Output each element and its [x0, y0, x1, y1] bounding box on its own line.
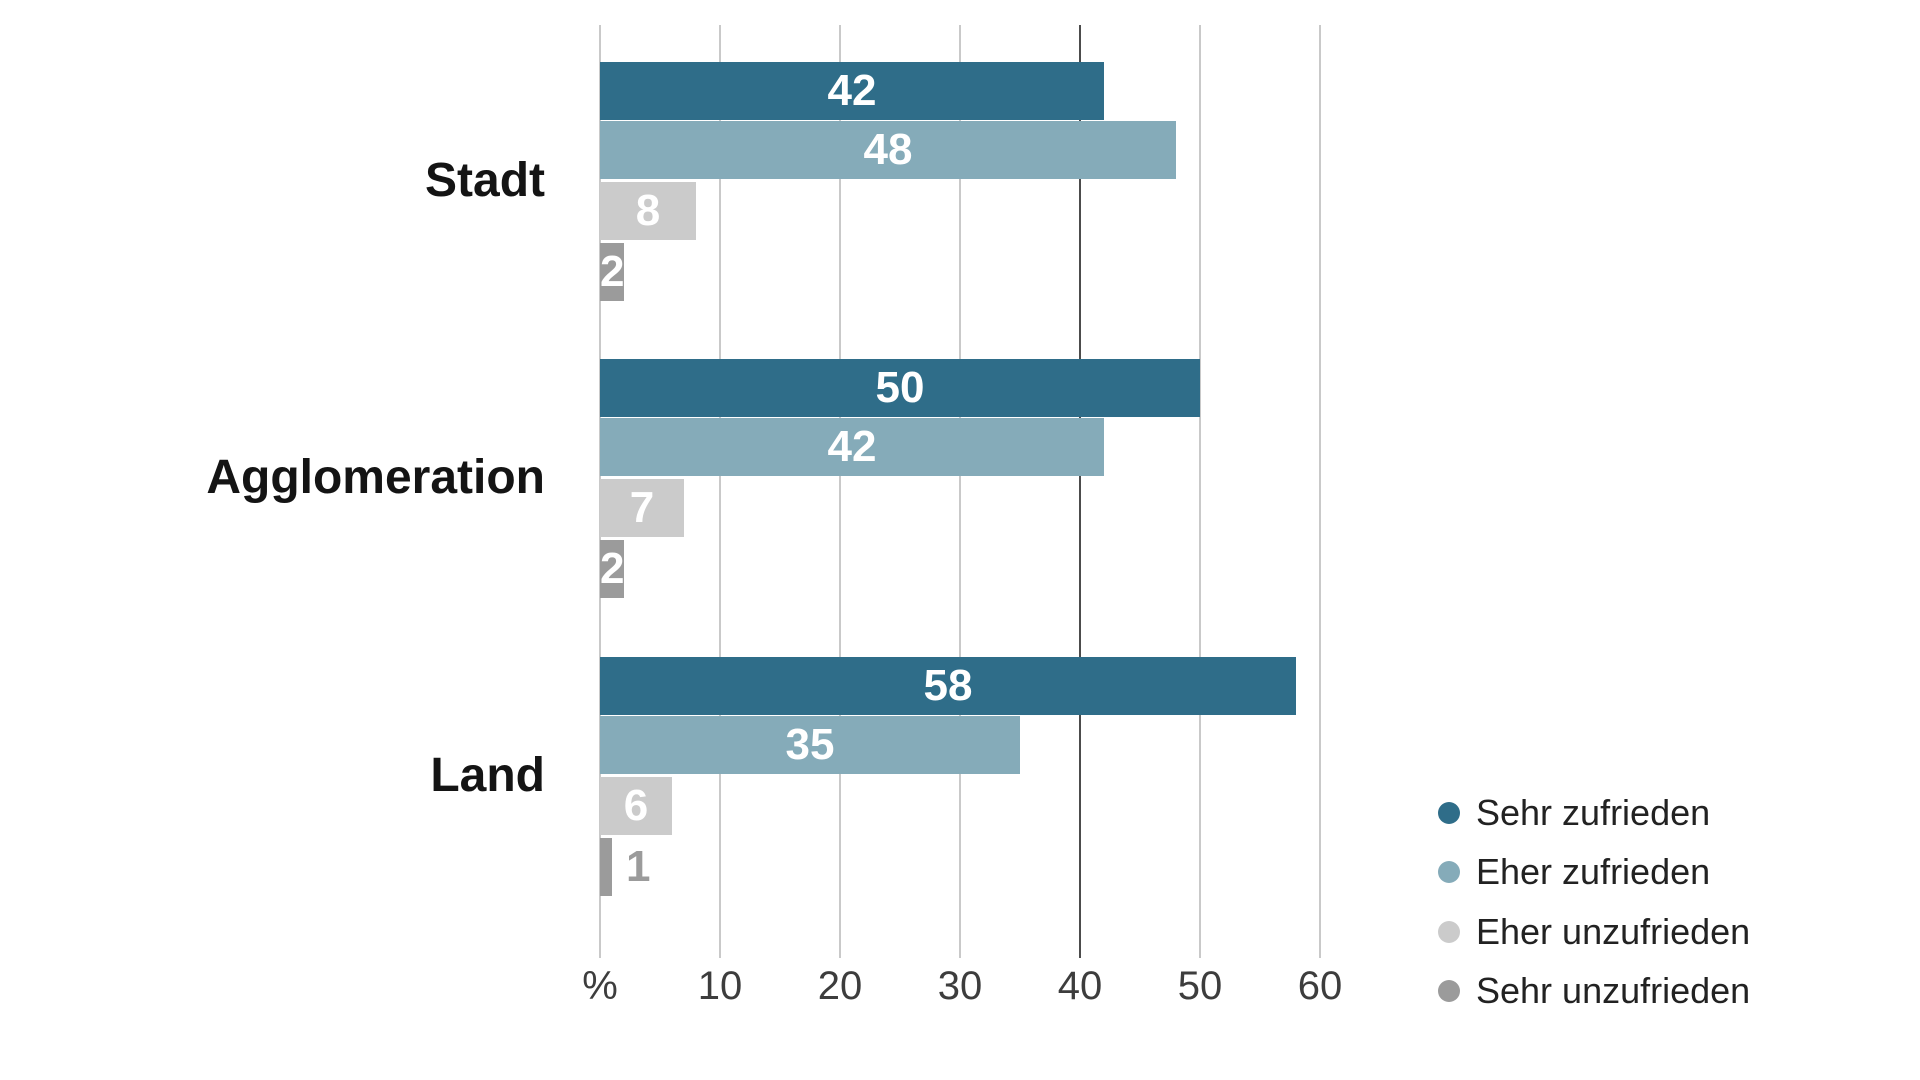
- x-axis-tick-label: 50: [1177, 964, 1223, 1008]
- value-label: 2: [600, 544, 625, 593]
- gridline: [959, 25, 961, 958]
- value-label: 48: [863, 125, 913, 174]
- x-axis-tick-label: 30: [937, 964, 983, 1008]
- gridline-emphasized: [1079, 25, 1081, 958]
- legend-label: Eher unzufrieden: [1476, 910, 1751, 952]
- gridline: [719, 25, 721, 958]
- gridline: [1199, 25, 1201, 958]
- bar-agglomeration-2: [600, 418, 1104, 476]
- x-axis-tick-label: 10: [697, 964, 743, 1008]
- value-label: 2: [600, 247, 625, 296]
- legend-item: Sehr zufrieden: [1438, 783, 1750, 843]
- legend-item: Sehr unzufrieden: [1438, 962, 1750, 1022]
- bar-land-3: [600, 777, 672, 835]
- x-axis-unit-label: %: [582, 964, 618, 1008]
- bar-agglomeration-4: [600, 540, 624, 598]
- value-label: 1: [626, 842, 651, 891]
- bar-agglomeration-1: [600, 359, 1200, 417]
- bar-stadt-1: [600, 62, 1104, 120]
- legend-dot-icon: [1438, 861, 1460, 884]
- legend-dot-icon: [1438, 801, 1460, 824]
- legend-dot-icon: [1438, 920, 1460, 943]
- legend: Sehr zufrieden Eher zufrieden Eher unzufri…: [1438, 783, 1750, 1021]
- bar-stadt-3: [600, 182, 696, 240]
- bar-land-2: [600, 716, 1020, 774]
- legend-label: Sehr zufrieden: [1476, 791, 1711, 833]
- bar-agglomeration-3: [600, 479, 684, 537]
- legend-item: Eher unzufrieden: [1438, 902, 1750, 962]
- category-label: Stadt: [425, 154, 545, 207]
- category-label: Land: [430, 749, 545, 802]
- legend-label: Eher zufrieden: [1476, 851, 1711, 893]
- value-label: 7: [629, 483, 655, 532]
- x-axis-tick-label: 20: [817, 964, 863, 1008]
- value-label: 6: [623, 781, 649, 830]
- value-label: 50: [875, 363, 925, 412]
- x-axis-tick-label: 60: [1297, 964, 1343, 1008]
- gridline: [1319, 25, 1321, 958]
- value-label: 42: [827, 66, 877, 115]
- bar-stadt-4: [600, 243, 624, 301]
- gridline: [839, 25, 841, 958]
- bar-land-4: [600, 838, 612, 896]
- legend-item: Eher zufrieden: [1438, 843, 1750, 903]
- value-label: 58: [923, 661, 973, 710]
- bar-stadt-2: [600, 121, 1176, 179]
- bar-land-1: [600, 657, 1296, 715]
- category-label: Agglomeration: [206, 451, 545, 504]
- legend-dot-icon: [1438, 980, 1460, 1003]
- value-label: 35: [785, 720, 835, 769]
- value-label: 8: [635, 186, 661, 235]
- x-axis-tick-label: 40: [1057, 964, 1103, 1008]
- legend-label: Sehr unzufrieden: [1476, 970, 1751, 1012]
- value-label: 42: [827, 422, 877, 471]
